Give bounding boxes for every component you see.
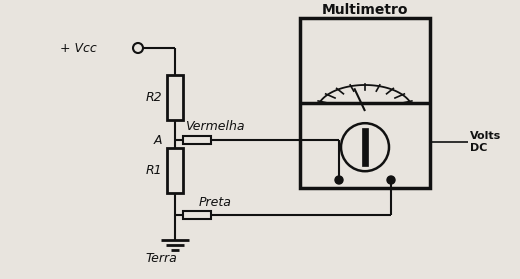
Text: Multimetro: Multimetro <box>322 3 408 17</box>
Circle shape <box>341 123 389 171</box>
Text: Volts
DC: Volts DC <box>470 131 501 153</box>
Text: R1: R1 <box>146 164 162 177</box>
Circle shape <box>133 43 143 53</box>
Text: Preta: Preta <box>199 196 231 208</box>
Bar <box>167 75 183 120</box>
Text: R2: R2 <box>146 91 162 104</box>
Circle shape <box>335 176 343 184</box>
Text: A: A <box>153 133 162 146</box>
Bar <box>300 18 430 188</box>
Text: Vermelha: Vermelha <box>185 121 245 133</box>
Bar <box>183 211 211 219</box>
Circle shape <box>387 176 395 184</box>
Text: Terra: Terra <box>145 251 177 264</box>
Bar <box>362 128 368 166</box>
Bar <box>183 136 211 144</box>
Bar <box>167 148 183 193</box>
Text: + Vcc: + Vcc <box>60 42 97 54</box>
